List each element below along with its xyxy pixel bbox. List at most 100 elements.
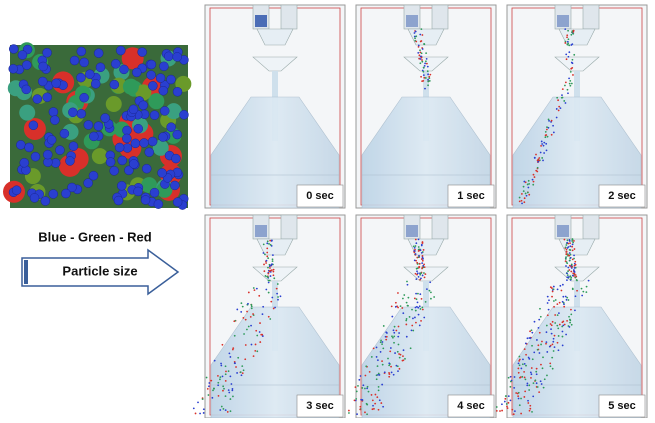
flow-particle [572,275,574,277]
flow-particle [530,377,532,379]
flow-particle [552,321,554,323]
flow-particle [417,301,419,303]
flow-particle [553,300,555,302]
flow-particle [420,28,422,30]
flow-particle [218,395,220,397]
blue-particle [147,71,156,80]
flow-particle [270,275,272,277]
blue-particle [160,106,169,115]
flow-particle [219,378,221,380]
flow-particle [423,249,425,251]
blue-particle [116,46,125,55]
blue-particle [110,80,119,89]
flow-particle [521,200,523,202]
flow-particle [518,372,520,374]
flow-particle [234,362,236,364]
flow-particle [420,249,422,251]
flow-particle [365,365,367,367]
flow-particle [237,357,239,359]
flow-particle [572,33,574,35]
flow-particle [546,331,548,333]
flow-particle [574,261,576,263]
flow-particle [422,71,424,73]
flow-particle [524,377,526,379]
flow-particle [378,389,380,391]
flow-particle [354,400,356,402]
flow-particle [426,63,428,65]
flow-particle [572,238,574,240]
flow-particle [418,256,420,258]
flow-particle [533,174,535,176]
flow-particle [514,376,516,378]
flow-particle [418,267,420,269]
flow-particle [572,74,574,76]
flow-particle [424,65,426,67]
flow-particle [523,190,525,192]
flow-particle [532,395,534,397]
flow-particle [569,242,571,244]
flow-particle [381,360,383,362]
flow-particle [393,335,395,337]
flow-particle [362,399,364,401]
flow-particle [522,358,524,360]
flow-particle [566,272,568,274]
flow-particle [277,296,279,298]
flow-particle [266,252,268,254]
flow-particle [376,347,378,349]
flow-particle [544,378,546,380]
flow-particle [540,316,542,318]
flow-particle [564,85,566,87]
flow-particle [542,356,544,358]
flow-particle [267,273,269,275]
flow-particle [263,270,265,272]
flow-particle [415,253,417,255]
blue-particle [117,181,126,190]
flow-particle [222,375,224,377]
flow-particle [558,312,560,314]
flow-particle [269,240,271,242]
flow-particle [576,290,578,292]
flow-particle [557,327,559,329]
flow-particle [265,289,267,291]
flow-particle [551,357,553,359]
flow-particle [199,413,201,415]
flow-particle [571,240,573,242]
blue-particle [110,166,119,175]
flow-particle [572,31,574,33]
blue-particle [22,85,31,94]
flow-particle [535,154,537,156]
flow-particle [568,77,570,79]
flow-particle [585,291,587,293]
flow-particle [558,106,560,108]
flow-particle [227,411,229,413]
flow-particle [538,319,540,321]
flow-particle [246,311,248,313]
flow-particle [529,408,531,410]
time-label: 4 sec [457,400,485,412]
flow-particle [369,371,371,373]
flow-particle [267,240,269,242]
flow-particle [240,302,242,304]
flow-particle [371,356,373,358]
blue-particle [12,186,21,195]
flow-particle [425,301,427,303]
flow-particle [521,376,523,378]
flow-particle [427,84,429,86]
panels: 0 sec1 sec2 sec3 sec4 sec5 sec [193,5,647,418]
flow-particle [412,318,414,320]
blue-particle [94,122,103,131]
blue-particle [96,63,105,72]
flow-particle [203,408,205,410]
flow-particle [423,272,425,274]
flow-particle [528,384,530,386]
flow-particle [575,295,577,297]
flow-particle [420,320,422,322]
flow-particle [552,368,554,370]
flow-particle [424,273,426,275]
time-label: 0 sec [306,190,334,202]
flow-particle [240,311,242,313]
flow-particle [263,252,265,254]
flow-particle [537,344,539,346]
flow-particle [415,322,417,324]
flow-particle [271,239,273,241]
